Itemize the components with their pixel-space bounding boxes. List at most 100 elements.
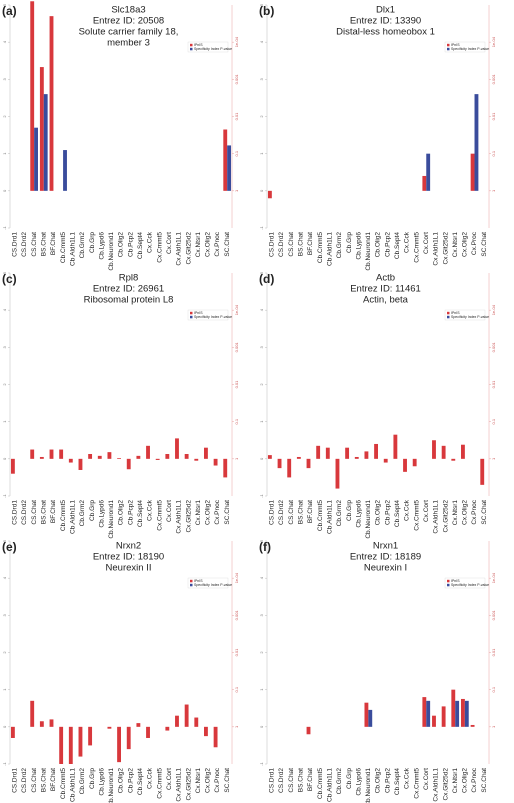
bar xyxy=(49,16,54,191)
x-tick-label: Cb.Aldh1L1 xyxy=(326,768,333,802)
y2-tick-label: 1 xyxy=(234,725,239,728)
bars xyxy=(306,689,475,735)
chart-title: Entrez ID: 13390 xyxy=(350,16,421,27)
bar xyxy=(306,726,311,735)
x-tick-label: Cx.Olig2 xyxy=(462,768,469,793)
bar xyxy=(175,715,179,727)
bar xyxy=(461,444,465,459)
y-tick-label: -1 xyxy=(259,761,264,765)
bar xyxy=(39,67,44,191)
x-tick-label: Cb.Aldh1L1 xyxy=(69,500,76,534)
y-tick-label: 2 xyxy=(259,115,264,118)
bar xyxy=(316,445,321,459)
bar xyxy=(126,726,131,750)
legend-label: IPnIS xyxy=(194,579,203,583)
x-tick-label: Cx.Olig2 xyxy=(205,500,212,525)
bar xyxy=(155,458,160,460)
bar xyxy=(451,689,456,727)
x-tick-label: Cb.Sept4 xyxy=(137,768,144,795)
chart-title: Entrez ID: 26961 xyxy=(93,284,164,295)
x-tick-label: Cb.Olig2 xyxy=(375,232,382,258)
x-tick-label: Cx.Aldh1L1 xyxy=(433,232,440,266)
bar xyxy=(88,454,93,459)
legend-label: Specificity Index P-value xyxy=(451,583,489,587)
x-tick-label: Cx.Cck xyxy=(404,767,411,789)
x-tick-label: Cb.Grp xyxy=(89,232,96,253)
legend-label: Specificity Index P-value xyxy=(194,583,232,587)
x-tick-label: BF.Chat xyxy=(307,500,314,523)
legend-box xyxy=(444,309,486,321)
y-tick-label: 5 xyxy=(259,539,264,542)
bar xyxy=(368,709,373,727)
x-tick-label: Cx.Aldh1L1 xyxy=(176,500,183,534)
x-tick-label: Cx.Olig2 xyxy=(205,232,212,257)
bars xyxy=(267,94,479,199)
bar xyxy=(223,129,228,191)
x-tick-label: Cx.Ntsr1 xyxy=(452,500,459,526)
y2-tick-label: 0.1 xyxy=(234,150,239,156)
legend-swatch xyxy=(190,311,193,315)
y-tick-label: 1 xyxy=(259,152,264,155)
bar xyxy=(461,698,465,727)
x-tick-label: CS.Chat xyxy=(31,232,38,257)
x-tick-label: Cx.Cck xyxy=(147,767,154,789)
x-tick-label: Cx.Pnoc xyxy=(214,767,221,792)
bar xyxy=(287,458,292,478)
chart-title: Actb xyxy=(376,273,395,284)
bar xyxy=(277,458,282,469)
bar xyxy=(227,145,232,191)
legend-label: IPnIS xyxy=(194,43,203,47)
y2-tick-label: 0.1 xyxy=(491,150,496,156)
y-tick-label: 2 xyxy=(259,383,264,386)
chart-title: Entrez ID: 20508 xyxy=(93,16,164,27)
x-tick-label: BS.Chat xyxy=(298,768,305,792)
y-tick-label: 5 xyxy=(2,271,7,274)
x-tick-label: Cb.Cmmt5 xyxy=(317,500,324,531)
x-tick-label: Cb.Grm2 xyxy=(79,500,86,527)
y-tick-label: 3 xyxy=(259,77,264,80)
bars xyxy=(267,434,485,489)
x-tick-label: Cb.Grm2 xyxy=(79,768,86,795)
y2-tick-label: 1 xyxy=(491,189,496,192)
y-tick-label: -1 xyxy=(259,225,264,229)
x-tick-label: Cx.Cck xyxy=(147,231,154,253)
x-tick-label: Cx.Proc xyxy=(471,231,478,255)
x-tick-label: Cb.Pcp2 xyxy=(127,232,134,257)
bar xyxy=(296,456,301,459)
x-tick-label: Cx.Ntsr1 xyxy=(452,768,459,794)
y-tick-label: 5 xyxy=(259,271,264,274)
x-tick-label: CS.Chat xyxy=(288,500,295,525)
y-tick-label: 0 xyxy=(259,189,264,192)
x-tick-label: SC.Chat xyxy=(481,768,488,793)
chart-title: Neurexin II xyxy=(106,563,152,574)
panel: -1 0 1 2 3 4 5 1 0.1 0.01 0.001 1e-04 CS.Drd1 CS.Drd2… xyxy=(2,271,239,539)
x-tick-label: Cx.Pnoc xyxy=(471,767,478,792)
x-tick-label: Cx.Cck xyxy=(147,499,154,521)
x-tick-label: Cx.Glt25d2 xyxy=(185,500,192,533)
y-tick-label: 5 xyxy=(2,3,7,6)
legend-box xyxy=(187,309,229,321)
x-tick-label: Cb.Lypd6 xyxy=(98,500,105,528)
y2-tick-label: 0.1 xyxy=(234,418,239,424)
bar xyxy=(383,458,388,463)
x-tick-label: Cb.Grp xyxy=(89,500,96,521)
x-tick-label: Cb.Grp xyxy=(346,500,353,521)
y-tick-label: 4 xyxy=(259,308,264,311)
y2-tick-label: 0.01 xyxy=(491,648,496,657)
legend-label: Specificity Index P-value xyxy=(451,47,489,51)
bar xyxy=(78,726,83,757)
bar xyxy=(267,190,272,199)
y2-tick-label: 1e-04 xyxy=(234,304,239,315)
bar xyxy=(175,438,179,459)
bar xyxy=(403,458,407,472)
y2-tick-label: 1e-04 xyxy=(234,572,239,583)
bar xyxy=(68,726,73,764)
bar xyxy=(374,443,378,459)
bar xyxy=(165,726,170,731)
legend-box xyxy=(187,577,229,589)
bar xyxy=(441,445,446,459)
x-tick-label: Cb.Cmmt5 xyxy=(60,500,67,531)
x-tick-label: BF.Chat xyxy=(307,232,314,255)
legend-label: Specificity Index P-value xyxy=(194,315,232,319)
x-tick-label: Cb.Neurond1 xyxy=(108,768,115,803)
